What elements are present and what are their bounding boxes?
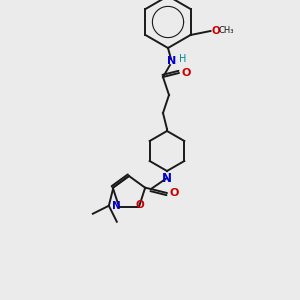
Text: N: N bbox=[162, 172, 172, 185]
Text: N: N bbox=[167, 56, 177, 66]
Text: H: H bbox=[178, 54, 186, 64]
Text: CH₃: CH₃ bbox=[218, 26, 233, 35]
Text: O: O bbox=[181, 68, 190, 77]
Text: N: N bbox=[112, 201, 120, 211]
Text: O: O bbox=[136, 200, 144, 210]
Text: O: O bbox=[212, 26, 220, 36]
Text: O: O bbox=[169, 188, 178, 198]
